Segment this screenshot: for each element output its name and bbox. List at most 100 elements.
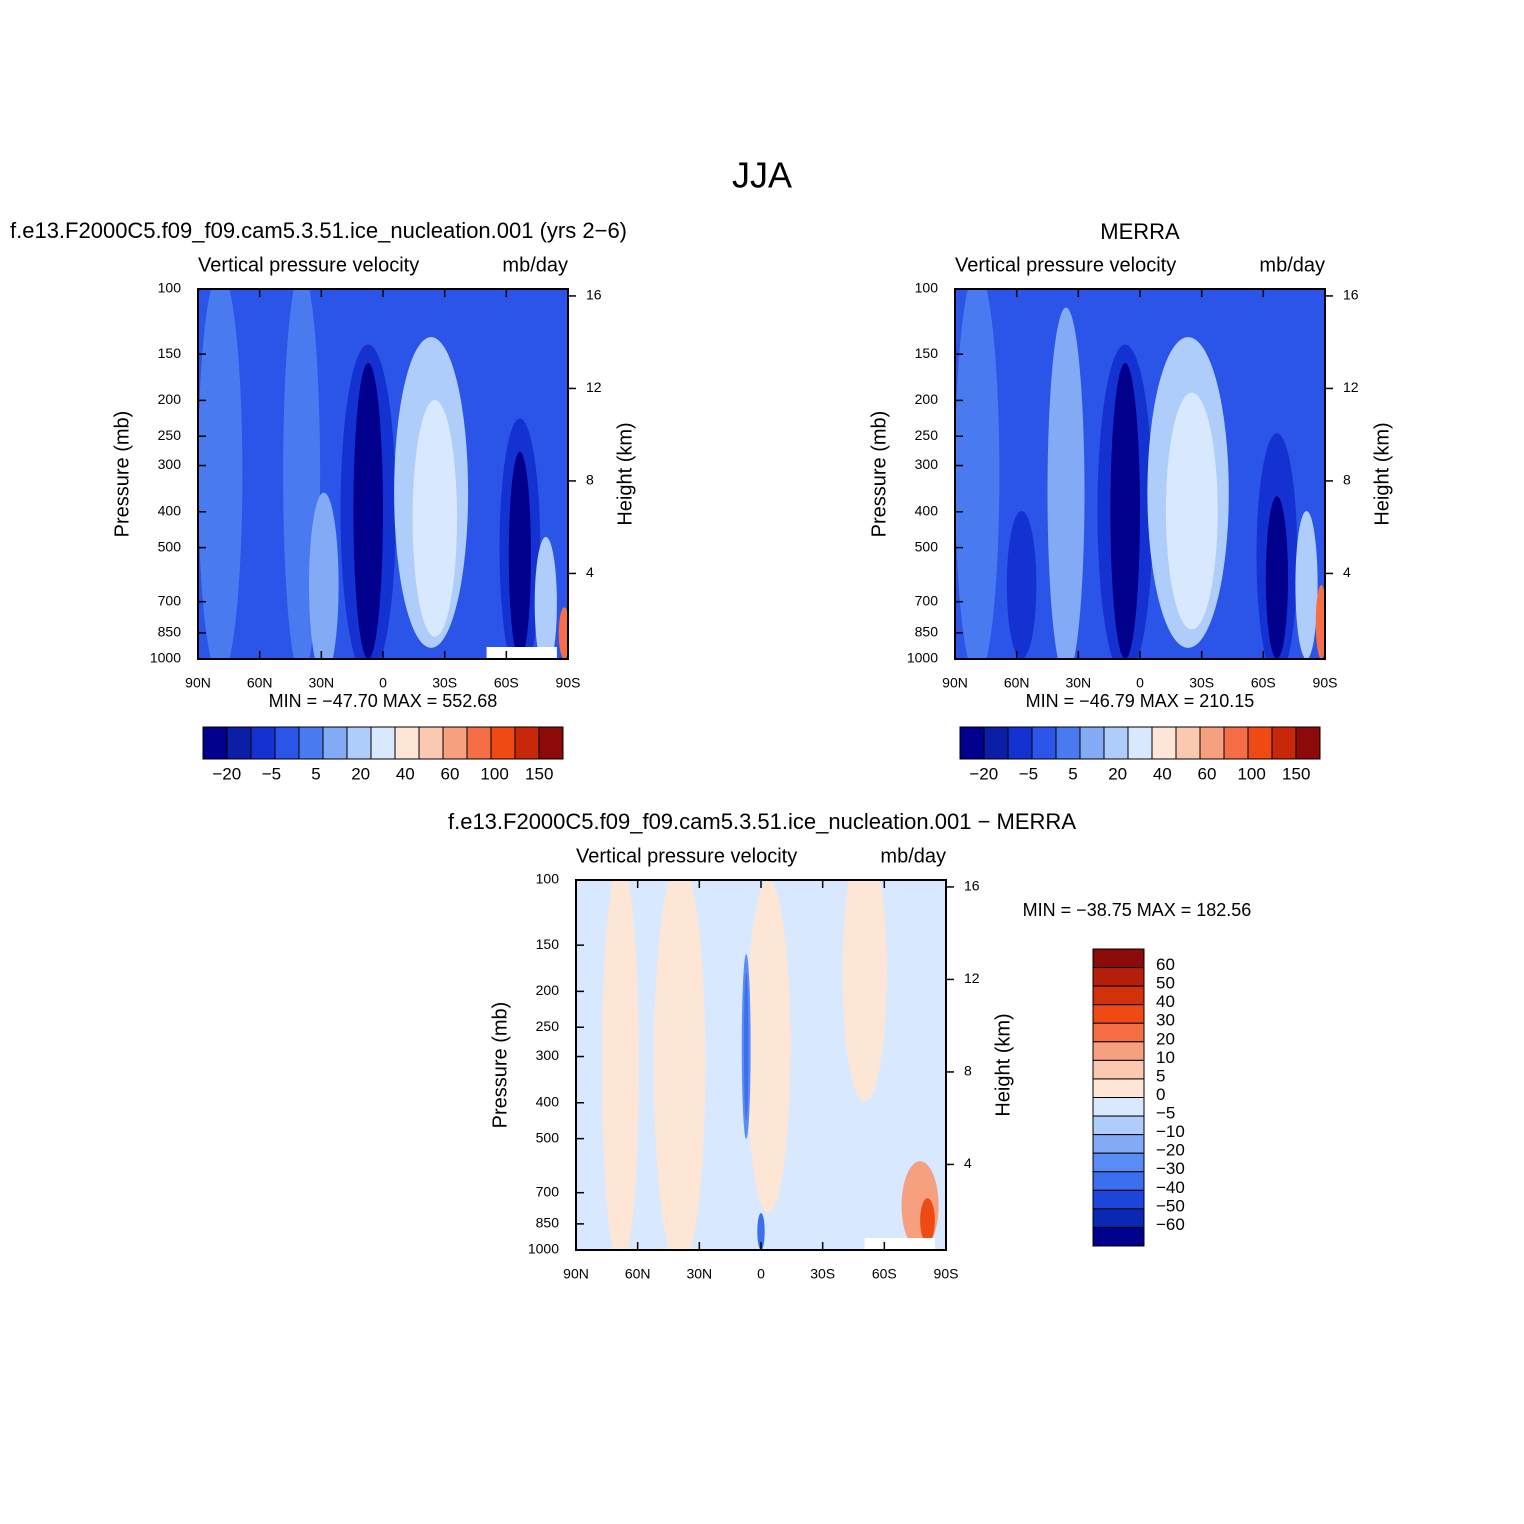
contour-region: [412, 400, 457, 637]
colorbar-box: [1092, 967, 1145, 987]
colorbar-label: −30: [1156, 1159, 1185, 1178]
y-axis-label: Pressure (mb): [868, 411, 890, 538]
x-tick-label: 90N: [185, 675, 211, 691]
colorbar-box: [1247, 726, 1273, 760]
y-tick-label: 150: [158, 345, 182, 361]
contour-region: [508, 451, 531, 659]
contour-field: [198, 289, 568, 659]
colorbar-box: [1079, 726, 1105, 760]
colorbar-label: 40: [1153, 764, 1172, 783]
colorbar-box: [418, 726, 444, 760]
colorbar-label: 100: [480, 764, 508, 783]
y-tick-label: 500: [536, 1129, 560, 1145]
colorbar-label: 20: [351, 764, 370, 783]
y-tick-label: 200: [915, 391, 939, 407]
x-tick-label: 60S: [872, 1266, 897, 1282]
contour-region: [534, 536, 557, 659]
colorbar-box: [1092, 1041, 1145, 1061]
x-tick-label: 60S: [494, 675, 519, 691]
min-max: MIN = −47.70 MAX = 552.68: [269, 691, 498, 711]
y2-tick-label: 16: [964, 878, 980, 894]
colorbar-label: 10: [1156, 1048, 1175, 1067]
x-tick-label: 90S: [934, 1266, 959, 1282]
y-tick-label: 250: [158, 427, 182, 443]
colorbar-label: 0: [1156, 1085, 1165, 1104]
y2-tick-label: 4: [964, 1155, 972, 1171]
x-tick-label: 90N: [942, 675, 968, 691]
colorbar-box: [1055, 726, 1081, 760]
colorbar-box: [1092, 1226, 1145, 1247]
colorbar-box: [1092, 1078, 1145, 1098]
colorbar-box: [226, 726, 252, 760]
colorbar-label: 100: [1237, 764, 1265, 783]
x-tick-label: 90S: [556, 675, 581, 691]
colorbar-box: [202, 726, 228, 760]
contour-region: [1006, 511, 1037, 659]
colorbar-box: [442, 726, 468, 760]
contour-field: [955, 289, 1325, 659]
y2-tick-label: 4: [586, 564, 594, 580]
x-tick-label: 60N: [625, 1266, 651, 1282]
colorbar-label: 40: [1156, 992, 1175, 1011]
colorbar-box: [1295, 726, 1321, 760]
contour-field: [576, 880, 946, 1250]
y-tick-label: 1000: [150, 650, 181, 666]
contour-region: [743, 972, 749, 1121]
field: [198, 289, 568, 659]
colorbar-box: [490, 726, 516, 760]
colorbar-box: [322, 726, 348, 760]
x-tick-label: 90S: [1313, 675, 1338, 691]
panel-title: f.e13.F2000C5.f09_f09.cam5.3.51.ice_nucl…: [10, 218, 627, 243]
x-tick-label: 30N: [1065, 675, 1091, 691]
colorbar-box: [370, 726, 396, 760]
min-max: MIN = −38.75 MAX = 182.56: [1023, 900, 1252, 920]
panel-units: mb/day: [880, 845, 946, 867]
field: [955, 289, 1325, 659]
y-tick-label: 250: [915, 427, 939, 443]
colorbar-label: 150: [1282, 764, 1310, 783]
colorbar-box: [394, 726, 420, 760]
y-axis-label: Pressure (mb): [111, 411, 133, 538]
figure-title: JJA: [732, 155, 792, 196]
y2-axis-label: Height (km): [992, 1013, 1014, 1116]
missing-region: [486, 647, 557, 659]
x-tick-label: 0: [1136, 675, 1144, 691]
colorbar-box: [1175, 726, 1201, 760]
x-tick-label: 0: [757, 1266, 765, 1282]
y-tick-label: 100: [915, 280, 939, 296]
contour-region: [1315, 585, 1325, 659]
colorbar-label: −60: [1156, 1215, 1185, 1234]
y-tick-label: 1000: [907, 650, 938, 666]
x-tick-label: 30S: [432, 675, 457, 691]
x-tick-label: 30N: [686, 1266, 712, 1282]
y2-axis-label: Height (km): [614, 422, 636, 525]
colorbar-label: 5: [1156, 1066, 1165, 1085]
y-tick-label: 300: [158, 456, 182, 472]
y-tick-label: 400: [915, 502, 939, 518]
panel-title: MERRA: [1100, 219, 1180, 244]
colorbar-label: 5: [311, 764, 320, 783]
colorbar-box: [1092, 948, 1145, 969]
colorbar-label: −5: [262, 764, 281, 783]
contour-region: [1295, 511, 1318, 659]
panel-units: mb/day: [1259, 254, 1325, 276]
y-tick-label: 300: [536, 1047, 560, 1063]
y2-tick-label: 8: [1343, 472, 1351, 488]
contour-region: [1047, 307, 1085, 659]
colorbar-box: [1092, 1097, 1145, 1117]
colorbar-box: [346, 726, 372, 760]
colorbar-label: 150: [525, 764, 553, 783]
colorbar-box: [1151, 726, 1177, 760]
contour-region: [920, 1198, 935, 1243]
x-tick-label: 60N: [247, 675, 273, 691]
colorbar-label: 30: [1156, 1011, 1175, 1030]
y-tick-label: 500: [915, 538, 939, 554]
x-tick-label: 60S: [1251, 675, 1276, 691]
colorbar-box: [466, 726, 492, 760]
colorbar-label: −5: [1156, 1104, 1175, 1123]
y2-tick-label: 16: [1343, 287, 1359, 303]
contour-region: [901, 1161, 939, 1250]
contour-region: [198, 289, 243, 659]
field: [576, 880, 946, 1250]
y-tick-label: 850: [536, 1215, 560, 1231]
